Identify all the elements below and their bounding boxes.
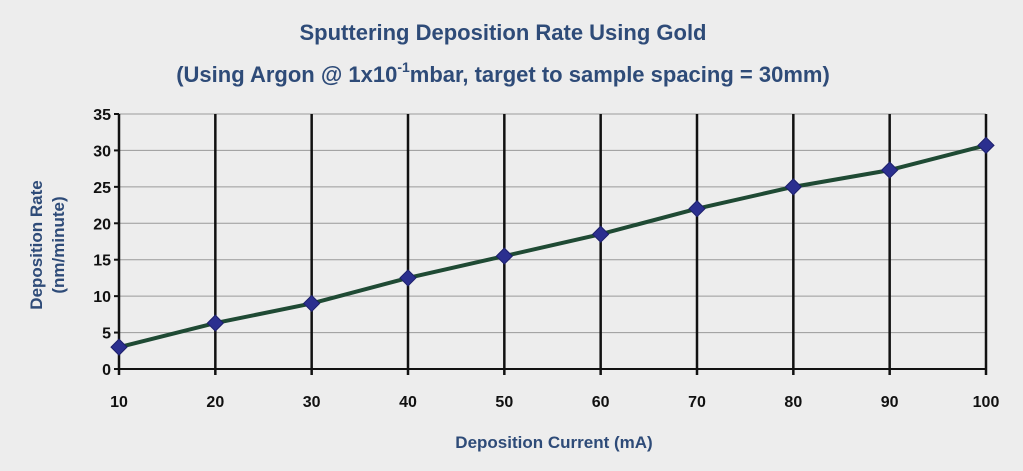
- subtitle-prefix: (Using Argon @ 1x10: [176, 62, 397, 87]
- y-tick-label: 5: [102, 326, 111, 343]
- x-tick-label: 90: [881, 394, 899, 411]
- x-tick-label: 30: [303, 394, 321, 411]
- data-point-marker: [784, 178, 803, 196]
- y-tick-label: 35: [93, 107, 111, 124]
- chart-title: Sputtering Deposition Rate Using Gold: [300, 20, 707, 45]
- subtitle-superscript: -1: [397, 59, 410, 75]
- y-tick-label: 0: [102, 362, 111, 379]
- y-tick-label: 20: [93, 216, 111, 233]
- y-axis-title-line2: (nm/minute): [49, 196, 68, 293]
- data-point-marker: [977, 136, 995, 155]
- y-axis-title-line1: Deposition Rate: [27, 180, 46, 309]
- y-tick-label: 15: [93, 253, 111, 270]
- x-tick-label: 40: [399, 394, 417, 411]
- x-tick-label: 70: [688, 394, 706, 411]
- data-point-marker: [880, 161, 899, 179]
- y-tick-label: 30: [93, 143, 111, 160]
- y-axis-title: Deposition Rate (nm/minute): [27, 180, 68, 309]
- x-tick-label: 60: [592, 394, 610, 411]
- plot-area: 0 5 10 15 20 25 30 35 10 20 30 40 50 60 70 80 90 100: [93, 107, 999, 411]
- series-line: [118, 143, 987, 350]
- data-point-marker: [495, 247, 514, 265]
- data-point-marker: [591, 225, 610, 243]
- data-point-marker: [399, 269, 417, 287]
- data-point-marker: [302, 294, 321, 313]
- data-point-marker: [688, 200, 706, 218]
- chart-subtitle: (Using Argon @ 1x10-1mbar, target to sam…: [176, 59, 830, 87]
- subtitle-suffix: mbar, target to sample spacing = 30mm): [410, 62, 830, 87]
- x-tick-label: 50: [495, 394, 513, 411]
- x-tick-label: 100: [973, 394, 1000, 411]
- x-tick-label: 20: [206, 394, 224, 411]
- x-axis-title: Deposition Current (mA): [455, 433, 652, 452]
- data-point-marker: [206, 314, 225, 332]
- y-tick-label: 10: [93, 289, 111, 306]
- x-tick-label: 80: [784, 394, 802, 411]
- data-point-marker: [110, 338, 128, 356]
- y-tick-label: 25: [93, 180, 111, 197]
- x-tick-label: 10: [110, 394, 128, 411]
